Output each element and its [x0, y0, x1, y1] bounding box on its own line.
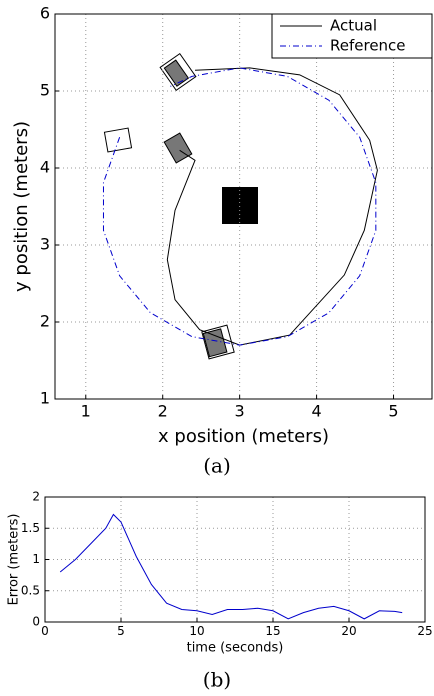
y-tick-label: 2: [32, 490, 40, 504]
legend-box: [271, 13, 433, 59]
plot-frame: [54, 13, 433, 400]
plot-frame: [44, 496, 426, 623]
scene-objects: [103, 52, 258, 360]
x-tick-label: 3: [235, 401, 245, 420]
y-tick-label: 4: [40, 158, 50, 177]
legend-label: Actual: [330, 17, 377, 35]
x-tick-label: 5: [117, 624, 125, 638]
robot: [103, 127, 133, 153]
y-tick-label: 1: [32, 552, 40, 566]
x-tick-label: 15: [265, 624, 280, 638]
y-tick-label: 1: [40, 389, 50, 408]
y-tick-label: 0: [32, 615, 40, 629]
x-tick-label: 0: [41, 624, 49, 638]
caption: (b): [203, 668, 231, 692]
series-line: [102, 67, 377, 346]
caption: (a): [203, 454, 231, 478]
x-axis-label: time (seconds): [187, 641, 284, 656]
obstacle: [222, 187, 258, 224]
x-tick-label: 20: [341, 624, 356, 638]
x-tick-label: 1: [81, 401, 91, 420]
series-line: [59, 513, 403, 620]
y-axis-label: Error (meters): [7, 514, 22, 606]
robot: [159, 52, 197, 92]
robot: [163, 132, 193, 164]
x-tick-label: 2: [158, 401, 168, 420]
y-tick-label: 1.5: [21, 521, 40, 535]
x-tick-label: 10: [189, 624, 204, 638]
x-tick-label: 4: [311, 401, 321, 420]
robot: [201, 324, 235, 360]
y-tick-label: 3: [40, 235, 50, 254]
y-tick-label: 5: [40, 81, 50, 100]
y-tick-label: 0.5: [21, 583, 40, 597]
y-tick-label: 2: [40, 312, 50, 331]
series-line: [166, 67, 378, 346]
y-tick-label: 6: [40, 4, 50, 23]
legend-label: Reference: [330, 37, 406, 55]
x-tick-label: 5: [388, 401, 398, 420]
y-axis-label: y position (meters): [11, 121, 32, 292]
x-tick-label: 25: [417, 624, 432, 638]
x-axis-label: x position (meters): [158, 426, 329, 447]
